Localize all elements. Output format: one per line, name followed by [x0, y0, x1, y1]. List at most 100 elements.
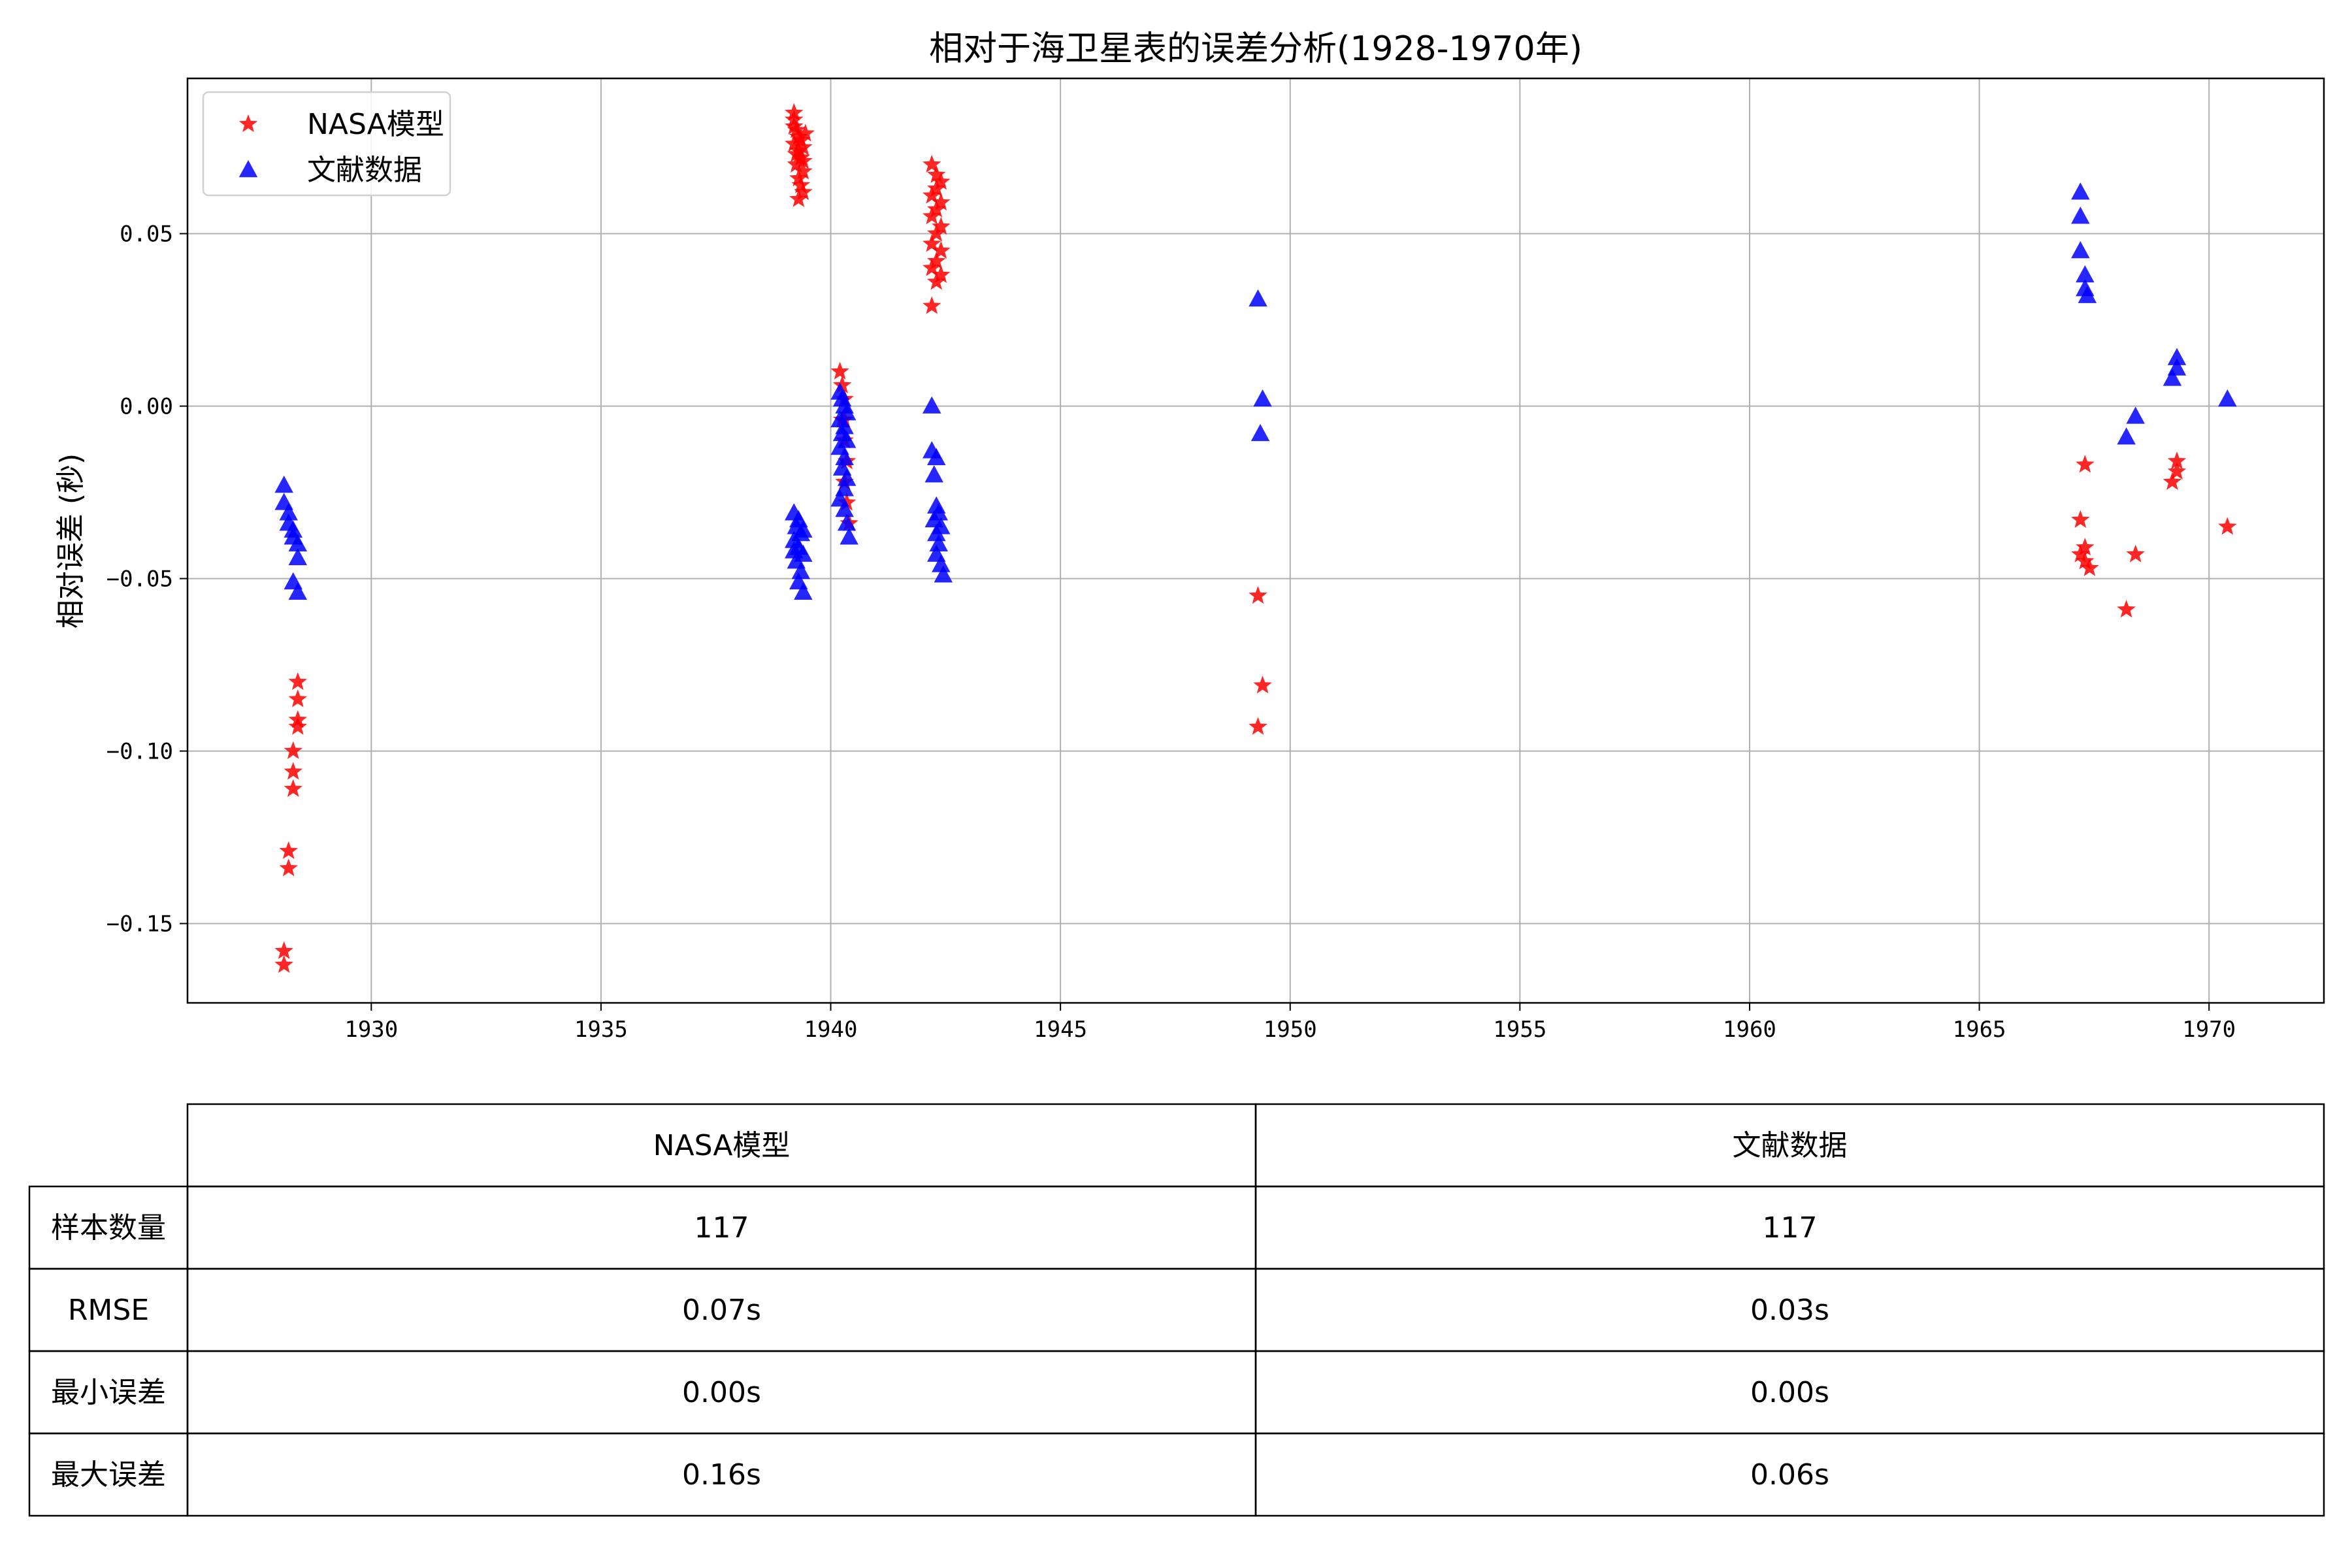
data-point-triangle	[932, 555, 951, 572]
data-point-triangle	[2126, 406, 2145, 424]
table-cell-text: 0.07s	[682, 1294, 761, 1327]
data-point-star	[927, 272, 946, 290]
data-point-triangle	[837, 468, 857, 486]
data-point-star	[288, 689, 307, 708]
data-point-star	[279, 858, 298, 877]
data-point-star	[791, 175, 811, 193]
data-point-triangle	[2163, 368, 2182, 386]
y-axis: −0.15 −0.10 −0.05 0.00 0.05	[106, 221, 188, 938]
data-point-triangle	[927, 523, 946, 542]
data-point-star	[288, 710, 307, 728]
data-point-star	[1253, 676, 1272, 694]
data-point-triangle	[2078, 286, 2097, 303]
data-point-star	[796, 123, 815, 142]
table-cell-text: 0.16s	[682, 1458, 761, 1492]
data-point-triangle	[2218, 389, 2237, 407]
data-point-star	[274, 941, 293, 959]
data-point-star	[2167, 461, 2187, 480]
data-point-star	[932, 217, 951, 235]
x-tick-label: 1970	[2182, 1017, 2236, 1043]
data-point-star	[789, 127, 808, 145]
data-point-star	[923, 206, 941, 225]
data-point-star	[2218, 517, 2237, 535]
data-point-star	[279, 841, 298, 859]
data-point-triangle	[1250, 423, 1270, 442]
x-tick-label: 1940	[804, 1017, 858, 1043]
data-point-triangle	[922, 396, 941, 414]
data-point-star	[2117, 600, 2136, 618]
table-cell-text: 文献数据	[1733, 1129, 1848, 1162]
data-point-triangle	[274, 476, 293, 493]
data-point-star	[923, 258, 941, 276]
data-point-triangle	[837, 514, 857, 531]
data-point-triangle	[2117, 427, 2136, 445]
data-point-triangle	[934, 565, 953, 583]
data-point-triangle	[2071, 182, 2090, 200]
data-point-triangle	[2071, 206, 2090, 224]
data-point-star	[2071, 510, 2090, 528]
table-cell-text: 最大误差	[51, 1458, 166, 1492]
data-point-star	[923, 296, 941, 314]
data-point-triangle	[791, 562, 811, 580]
data-point-star	[2076, 538, 2095, 556]
chart-title: 相对于海卫星表的误差分析(1928-1970年)	[929, 29, 1582, 69]
data-point-star	[927, 199, 946, 218]
y-tick-label: −0.15	[106, 911, 173, 938]
y-tick-label: −0.05	[106, 566, 173, 593]
data-point-star	[927, 223, 946, 242]
x-tick-label: 1965	[1953, 1017, 2006, 1043]
table-cell-text: 117	[1763, 1211, 1818, 1245]
data-point-star	[794, 182, 813, 201]
table-cell-text: 0.00s	[1750, 1376, 1829, 1409]
table-cell-text: 最小误差	[51, 1376, 166, 1409]
data-point-star	[785, 116, 804, 135]
data-point-star	[288, 717, 307, 735]
data-point-triangle	[840, 527, 858, 545]
data-point-triangle	[794, 520, 813, 538]
data-point-triangle	[2076, 265, 2095, 283]
data-point-star	[791, 131, 811, 149]
data-point-triangle	[288, 534, 308, 552]
data-point-star	[2163, 472, 2182, 490]
x-axis: 1930 1935 1940 1945 1950 1955 1960 1965 1970	[344, 1003, 2236, 1043]
data-point-star	[789, 169, 808, 187]
data-point-star	[923, 234, 941, 252]
data-point-triangle	[794, 582, 813, 600]
data-point-star	[274, 955, 293, 973]
data-point-star	[927, 179, 946, 197]
table-cell-text: NASA模型	[653, 1129, 791, 1162]
data-point-star	[832, 375, 852, 393]
data-point-triangle	[1253, 389, 1272, 407]
data-point-triangle	[929, 534, 949, 552]
data-point-star	[932, 241, 951, 259]
table-cell-text: 117	[694, 1211, 749, 1245]
grid-layer	[188, 78, 2324, 1003]
data-point-triangle	[924, 465, 943, 483]
data-point-star	[787, 155, 806, 173]
data-point-star	[830, 361, 849, 380]
x-tick-label: 1935	[574, 1017, 628, 1043]
data-point-star	[284, 762, 302, 780]
data-point-star	[923, 186, 941, 204]
table-cell-text: 样本数量	[51, 1211, 166, 1245]
data-point-triangle	[2071, 240, 2090, 259]
data-point-star	[789, 189, 808, 207]
data-point-star	[1249, 717, 1267, 735]
data-point-triangle	[1249, 289, 1267, 307]
data-point-triangle	[785, 541, 804, 559]
data-point-star	[2126, 544, 2145, 563]
data-point-star	[932, 193, 951, 211]
data-point-triangle	[288, 547, 308, 566]
y-tick-label: 0.00	[120, 394, 173, 420]
data-point-triangle	[288, 582, 308, 600]
x-tick-label: 1960	[1723, 1017, 1776, 1043]
data-point-star	[927, 251, 946, 269]
table-cell-text: 0.03s	[1750, 1294, 1829, 1327]
data-point-star	[1249, 586, 1267, 604]
data-point-star	[789, 140, 808, 159]
data-point-star	[2076, 551, 2095, 570]
y-axis-label: 相对误差 (秒)	[54, 453, 88, 629]
points-layer	[274, 103, 2237, 973]
